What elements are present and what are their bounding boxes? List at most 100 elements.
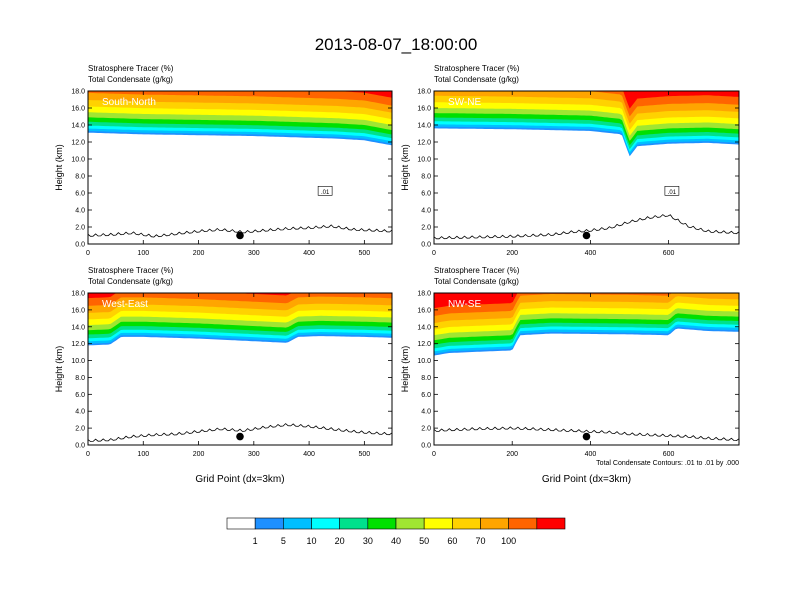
- y-tick-label: 0.0: [421, 242, 431, 249]
- x-tick-label: 600: [663, 250, 675, 257]
- terrain-line: [434, 214, 739, 240]
- x-tick-label: 200: [506, 250, 518, 257]
- colorbar-swatch: [395, 517, 425, 530]
- y-tick-label: 4.0: [75, 208, 85, 215]
- x-tick-label: 0: [432, 451, 436, 458]
- y-tick-label: 16.0: [417, 106, 431, 113]
- y-tick-label: 2.0: [421, 225, 431, 232]
- plot-area: [88, 293, 392, 445]
- colorbar-label: 20: [335, 536, 345, 546]
- panel-nw-se: NW-SE Stratosphere Tracer (%) Total Conden…: [400, 266, 740, 485]
- y-tick-label: 14.0: [71, 324, 85, 331]
- tracer-band-10: [434, 293, 518, 309]
- y-tick-label: 18.0: [417, 291, 431, 298]
- y-tick-label: 16.0: [71, 106, 85, 113]
- y-tick-label: 10.0: [417, 157, 431, 164]
- panel-title-line2: Total Condensate (g/kg): [434, 75, 519, 84]
- y-tick-label: 0.0: [421, 443, 431, 450]
- x-tick-label: 100: [137, 451, 149, 458]
- y-tick-label: 4.0: [421, 208, 431, 215]
- panel-title-line1: Stratosphere Tracer (%): [434, 64, 520, 73]
- colorbar-swatch: [508, 517, 538, 530]
- x-tick-label: 0: [432, 250, 436, 257]
- contour-label-box: [664, 186, 680, 196]
- colorbar-label: 60: [447, 536, 457, 546]
- panel-label: SW-NE: [448, 97, 481, 108]
- panel-label: NW-SE: [448, 299, 481, 310]
- panel-title-line1: Stratosphere Tracer (%): [88, 266, 174, 275]
- y-tick-label: 12.0: [417, 341, 431, 348]
- contour-label: .01: [668, 190, 677, 196]
- y-tick-label: 10.0: [71, 157, 85, 164]
- y-tick-label: 4.0: [75, 409, 85, 416]
- y-tick-label: 16.0: [71, 307, 85, 314]
- x-tick-label: 500: [359, 250, 371, 257]
- figure-title: 2013-08-07_18:00:00: [315, 35, 478, 54]
- colorbar-swatch: [283, 517, 312, 530]
- colorbar-label: 30: [363, 536, 373, 546]
- panel-title-line2: Total Condensate (g/kg): [88, 75, 173, 84]
- panel-sw-ne: .01 SW-NE Stratosphere Tracer (%) Total Con…: [400, 64, 740, 257]
- colorbar-swatch: [367, 517, 397, 530]
- y-tick-label: 8.0: [75, 375, 85, 382]
- colorbar-label: 40: [391, 536, 401, 546]
- colorbar-swatch: [452, 517, 481, 530]
- panel-title-line1: Stratosphere Tracer (%): [434, 266, 520, 275]
- y-tick-label: 14.0: [417, 123, 431, 130]
- y-tick-label: 2.0: [75, 426, 85, 433]
- contour-footnote: Total Condensate Contours: .01 to .01 by…: [596, 460, 739, 467]
- y-tick-label: 14.0: [417, 324, 431, 331]
- y-tick-label: 8.0: [421, 375, 431, 382]
- colorbar: 1 5 10 20 30 40 50 60 70 100: [226, 517, 566, 546]
- tracer-band-9: [88, 293, 392, 306]
- colorbar-swatch: [226, 517, 256, 530]
- plot-frame: [87, 90, 393, 245]
- y-axis-label: Height (km): [54, 144, 64, 191]
- plot-frame: [433, 292, 740, 446]
- y-tick-label: 2.0: [421, 426, 431, 433]
- colorbar-label: 1: [253, 536, 258, 546]
- panel-west-east: West-East Stratosphere Tracer (%) Total Co…: [54, 266, 393, 485]
- colorbar-label: 70: [475, 536, 485, 546]
- contour-label-box: [317, 186, 333, 196]
- x-tick-label: 400: [585, 250, 597, 257]
- y-tick-label: 8.0: [75, 174, 85, 181]
- colorbar-swatch: [339, 517, 369, 530]
- y-tick-label: 18.0: [417, 89, 431, 96]
- x-tick-label: 400: [303, 250, 315, 257]
- x-tick-label: 400: [585, 451, 597, 458]
- x-tick-label: 100: [137, 250, 149, 257]
- panel-title-line1: Stratosphere Tracer (%): [88, 64, 174, 73]
- colorbar-swatch: [536, 517, 566, 530]
- tracer-band-10: [623, 91, 739, 109]
- y-tick-label: 18.0: [71, 291, 85, 298]
- tracer-band-9: [581, 91, 739, 117]
- plot-frame: [87, 292, 393, 446]
- panel-label: West-East: [102, 299, 148, 310]
- colorbar-swatch: [480, 517, 509, 530]
- x-tick-label: 0: [86, 250, 90, 257]
- panel-title-line2: Total Condensate (g/kg): [88, 277, 173, 286]
- x-axis-label: Grid Point (dx=3km): [542, 474, 631, 485]
- panels-group: .01 South-North Stratosphere Tracer (%) Tot…: [54, 64, 740, 485]
- y-tick-label: 0.0: [75, 242, 85, 249]
- x-tick-label: 200: [193, 451, 205, 458]
- y-tick-label: 2.0: [75, 225, 85, 232]
- y-axis-label: Height (km): [54, 346, 64, 393]
- x-tick-label: 500: [359, 451, 371, 458]
- plot-area: [434, 293, 739, 445]
- y-tick-label: 16.0: [417, 307, 431, 314]
- y-tick-label: 10.0: [71, 358, 85, 365]
- terrain-line: [434, 426, 739, 442]
- colorbar-label: 50: [419, 536, 429, 546]
- colorbar-swatch: [311, 517, 340, 530]
- location-marker: [582, 231, 591, 240]
- y-tick-label: 4.0: [421, 409, 431, 416]
- contour-label: .01: [321, 190, 330, 196]
- y-tick-label: 12.0: [71, 140, 85, 147]
- panel-south-north: .01 South-North Stratosphere Tracer (%) Tot…: [54, 64, 393, 257]
- y-tick-label: 10.0: [417, 358, 431, 365]
- y-tick-label: 6.0: [75, 191, 85, 198]
- panel-label: South-North: [102, 97, 156, 108]
